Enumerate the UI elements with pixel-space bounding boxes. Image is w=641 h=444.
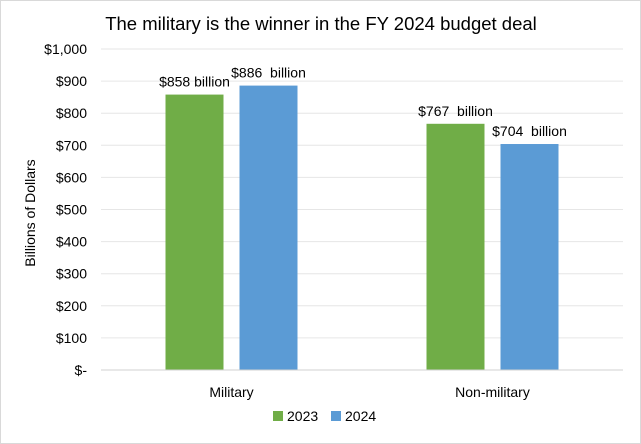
legend-label-2024: 2024 (345, 408, 376, 424)
y-tick-label: $400 (56, 234, 87, 250)
y-tick-label: $800 (56, 105, 87, 121)
y-tick-label: $1,000 (44, 41, 87, 57)
y-axis-title: Billions of Dollars (22, 159, 38, 266)
data-label: $704 billion (492, 123, 567, 139)
y-tick-label: $- (75, 362, 88, 378)
legend-label-2023: 2023 (287, 408, 318, 424)
legend-swatch-2023 (273, 411, 283, 421)
legend-swatch-2024 (331, 411, 341, 421)
data-label: $767 billion (418, 103, 493, 119)
y-tick-label: $500 (56, 202, 87, 218)
y-tick-label: $300 (56, 266, 87, 282)
y-axis-ticks: $- $100 $200 $300 $400 $500 $600 $700 $800 $900 $1… (44, 41, 87, 378)
x-tick-label: Military (209, 384, 253, 400)
y-tick-label: $900 (56, 73, 87, 89)
bar-2023-military (165, 94, 224, 370)
bar-2024-non-military (500, 144, 559, 370)
data-labels: $858 billion$886 billion $767 billion $704… (159, 65, 567, 139)
bars (165, 85, 559, 371)
x-axis-ticks: Military Non-military (209, 384, 530, 400)
data-label: $886 billion (231, 65, 306, 81)
chart-title: The military is the winner in the FY 202… (105, 13, 537, 34)
y-tick-label: $700 (56, 137, 87, 153)
legend: 2023 2024 (273, 408, 376, 424)
y-tick-label: $600 (56, 169, 87, 185)
bar-2023-non-military (426, 123, 485, 370)
y-tick-label: $100 (56, 330, 87, 346)
bar-2024-military (239, 85, 298, 371)
x-tick-label: Non-military (455, 384, 530, 400)
y-tick-label: $200 (56, 298, 87, 314)
data-label: $858 billion (159, 74, 230, 90)
